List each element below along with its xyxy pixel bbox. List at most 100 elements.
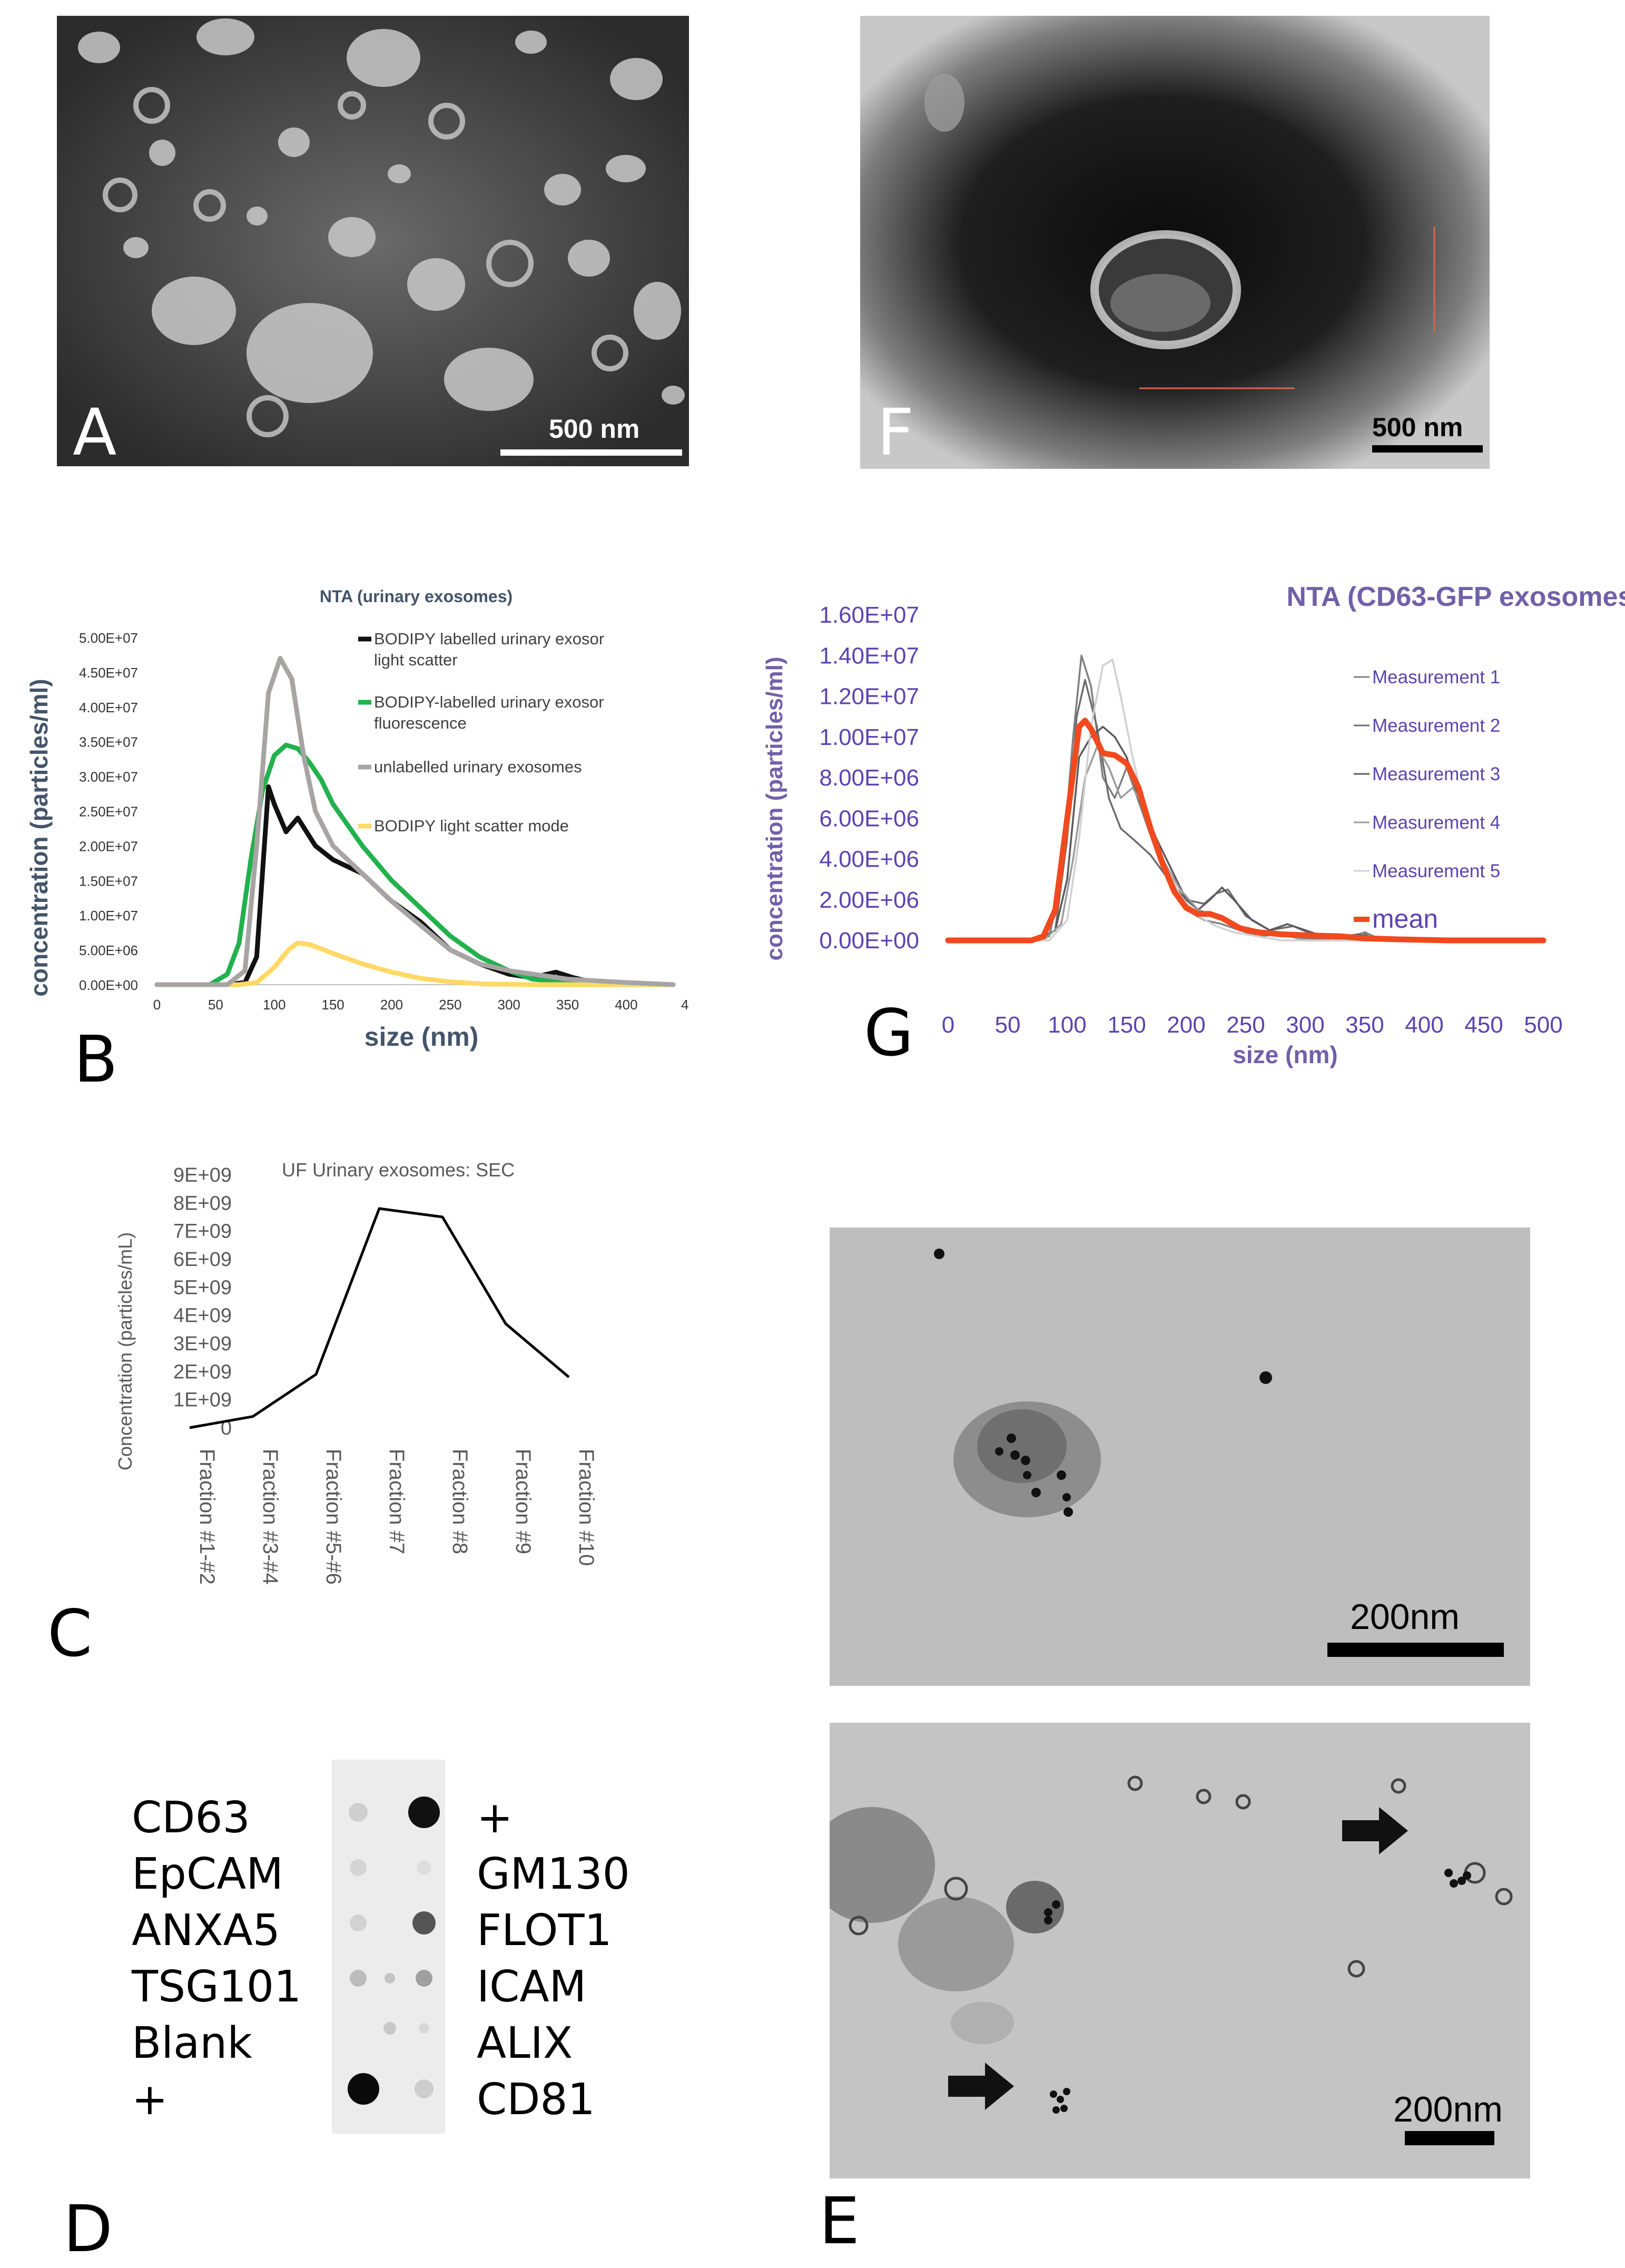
blot-left-label-cd63: CD63 (132, 1793, 250, 1843)
scale-bar-e-top (1327, 1643, 1504, 1657)
blot-dots (348, 1796, 440, 2105)
chart-g-y-tick: 1.20E+07 (819, 684, 919, 710)
chart-g-y-tick: 2.00E+06 (819, 887, 919, 913)
chart-g-y-tick: 1.40E+07 (819, 643, 919, 669)
scale-bar-label-e-bottom: 200nm (1393, 2089, 1503, 2129)
chart-b-y-tick: 5.00E+07 (79, 630, 138, 646)
chart-b-y-tick: 3.00E+07 (79, 769, 138, 785)
chart-g-title: NTA (CD63-GFP exosomes) (1286, 582, 1625, 612)
chart-g-legend-label: Measurement 4 (1372, 812, 1500, 833)
chart-g-x-tick: 150 (1107, 1012, 1146, 1038)
micrograph-e-bottom-image (830, 1723, 1530, 2178)
chart-g-y-tick: 0.00E+00 (819, 928, 919, 954)
chart-c-series-line (189, 1207, 570, 1429)
chart-c-x-tick: Fraction #10 (575, 1449, 598, 1566)
chart-b-legend-label: BODIPY light scatter mode (374, 817, 569, 835)
chart-b-x-tick: 4 (681, 997, 688, 1013)
blot-left-label-positive: + (132, 2075, 168, 2125)
chart-g-measurement-line (947, 725, 1544, 941)
chart-b-y-tick: 0.00E+00 (79, 977, 138, 993)
scale-bar-label-a: 500 nm (549, 414, 640, 444)
chart-g-y-tick: 8.00E+06 (819, 765, 919, 791)
chart-b-xlabel: size (nm) (365, 1022, 479, 1052)
chart-b-x-tick: 350 (556, 997, 579, 1013)
blot-right-label-alix: ALIX (477, 2018, 573, 2068)
chart-b-x-tick: 400 (615, 997, 637, 1013)
chart-g-x-tick: 250 (1226, 1012, 1265, 1038)
chart-b-y-tick: 5.00E+06 (79, 942, 138, 958)
dot-blot-image (348, 1796, 440, 2105)
micrograph-e-top-image (830, 1228, 1530, 1686)
chart-c-x-tick: Fraction #3-#4 (259, 1449, 282, 1585)
panel-label-e: E (819, 2184, 860, 2259)
blot-right-label-cd81: CD81 (477, 2075, 595, 2125)
scale-bar-a (500, 449, 682, 456)
chart-b: NTA (urinary exosomes) concentration (pa… (25, 587, 689, 1052)
chart-g-measurement-line (947, 659, 1544, 941)
chart-c: UF Urinary exosomes: SEC Concentration (… (114, 1159, 598, 1585)
chart-g-legend-label: Measurement 1 (1372, 667, 1500, 688)
panel-label-f: F (877, 395, 914, 470)
micrograph-e-bottom (830, 1723, 1530, 2178)
chart-g-x-tick: 0 (942, 1012, 954, 1038)
micrograph-a (57, 16, 689, 466)
chart-b-x-tick: 100 (263, 997, 285, 1013)
scale-bar-e-bottom (1405, 2131, 1494, 2145)
chart-b-title: NTA (urinary exosomes) (320, 587, 513, 606)
chart-c-y-tick: 1E+09 (173, 1389, 232, 1411)
chart-g-measurement-line (947, 654, 1544, 941)
panel-label-b: B (74, 1022, 118, 1097)
chart-c-x-tick: Fraction #5-#6 (322, 1449, 345, 1585)
chart-g-ylabel: concentration (particles/ml) (762, 656, 787, 960)
micrograph-f (860, 16, 1490, 469)
chart-b-y-tick: 4.00E+07 (79, 700, 138, 715)
arrow-icon-e-right (1342, 1807, 1408, 1854)
scale-bar-label-f: 500 nm (1372, 413, 1463, 442)
chart-g-x-tick: 400 (1405, 1012, 1443, 1038)
chart-c-x-tick: Fraction #1-#2 (195, 1449, 219, 1585)
micrograph-e-top (830, 1228, 1530, 1686)
micrograph-f-image (860, 16, 1490, 469)
chart-c-x-tick: Fraction #7 (385, 1449, 408, 1554)
chart-g-x-tick: 50 (995, 1012, 1021, 1038)
blot-left-label-tsg101: TSG101 (132, 1962, 302, 2012)
chart-b-y-tick: 1.00E+07 (79, 908, 138, 924)
chart-g-y-tick: 4.00E+06 (819, 847, 919, 872)
chart-c-y-tick: 9E+09 (173, 1164, 232, 1186)
panel-label-a: A (73, 395, 117, 470)
chart-g-y-tick: 1.00E+07 (819, 724, 919, 750)
chart-c-x-tick: Fraction #8 (448, 1449, 471, 1554)
chart-g-y-tick: 1.60E+07 (819, 602, 919, 628)
dot-blot (332, 1760, 445, 2134)
chart-g-legend-label: Measurement 5 (1372, 861, 1500, 881)
blot-right-label-positive: + (477, 1793, 513, 1843)
chart-b-x-tick: 50 (208, 997, 223, 1013)
chart-b-x-tick: 250 (439, 997, 461, 1013)
chart-g-x-tick: 500 (1524, 1012, 1562, 1038)
chart-b-ylabel: concentration (particles/ml) (25, 679, 53, 996)
chart-g-legend-label: mean (1372, 904, 1438, 934)
chart-c-y-tick: 4E+09 (173, 1305, 232, 1327)
chart-b-y-tick: 1.50E+07 (79, 873, 138, 889)
arrow-icon-e-left (948, 2063, 1014, 2110)
chart-b-legend-label: BODIPY-labelled urinary exosor fluorescen… (374, 693, 604, 732)
chart-c-y-tick: 6E+09 (173, 1249, 232, 1271)
chart-g-mean-line (945, 718, 1547, 944)
chart-b-series-line (154, 940, 676, 987)
blot-right-label-icam: ICAM (477, 1962, 587, 2012)
scale-bar-f (1372, 445, 1483, 453)
chart-c-x-tick: Fraction #9 (511, 1449, 535, 1554)
panel-label-d: D (63, 2192, 113, 2266)
blot-left-label-epcam: EpCAM (132, 1849, 283, 1899)
chart-b-series-line (154, 742, 676, 987)
chart-g-legend-label: Measurement 2 (1372, 715, 1500, 736)
chart-c-y-tick: 7E+09 (173, 1221, 232, 1243)
chart-g-y-tick: 6.00E+06 (819, 806, 919, 831)
chart-g-xlabel: size (nm) (1233, 1041, 1337, 1068)
blot-left-label-anxa5: ANXA5 (132, 1906, 280, 1956)
chart-b-y-tick: 2.50E+07 (79, 804, 138, 820)
chart-b-y-tick: 2.00E+07 (79, 838, 138, 854)
micrograph-a-image (57, 16, 689, 466)
chart-g-x-tick: 300 (1286, 1012, 1324, 1038)
panel-label-g: G (864, 996, 914, 1071)
